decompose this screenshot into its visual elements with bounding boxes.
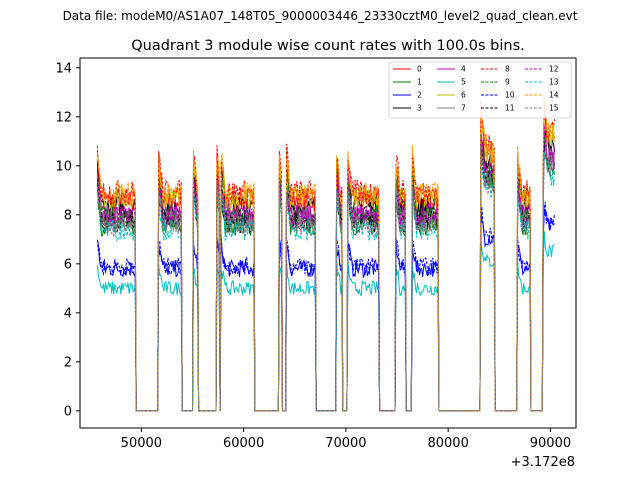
x-tick-label: 50000 — [121, 436, 162, 451]
legend-label-13: 13 — [549, 78, 559, 87]
legend-label-8: 8 — [505, 65, 510, 74]
y-tick-label: 14 — [55, 61, 72, 76]
y-tick-label: 0 — [64, 404, 72, 419]
legend-label-14: 14 — [549, 91, 559, 100]
legend-label-7: 7 — [461, 104, 466, 113]
legend-label-0: 0 — [417, 65, 422, 74]
x-offset-label: +3.172e8 — [511, 455, 575, 470]
x-tick-label: 70000 — [325, 436, 366, 451]
legend-label-6: 6 — [461, 91, 466, 100]
y-tick-label: 2 — [64, 355, 72, 370]
legend-label-4: 4 — [461, 65, 466, 74]
y-tick-label: 8 — [64, 208, 72, 223]
y-tick-label: 10 — [55, 159, 72, 174]
suptitle: Data file: modeM0/AS1A07_148T05_90000034… — [63, 9, 578, 23]
x-tick-label: 60000 — [223, 436, 264, 451]
legend-label-15: 15 — [549, 104, 559, 113]
x-tick-label: 80000 — [427, 436, 468, 451]
legend-label-2: 2 — [417, 91, 422, 100]
legend-label-3: 3 — [417, 104, 422, 113]
legend-label-12: 12 — [549, 65, 559, 74]
legend-label-9: 9 — [505, 78, 510, 87]
x-tick-label: 90000 — [530, 436, 571, 451]
series-layer — [96, 97, 555, 412]
y-tick-label: 12 — [55, 110, 72, 125]
legend-label-10: 10 — [505, 91, 515, 100]
legend-box — [388, 61, 572, 119]
legend-label-5: 5 — [461, 78, 466, 87]
chart-title: Quadrant 3 module wise count rates with … — [131, 38, 525, 54]
plot-frame — [79, 57, 577, 429]
y-tick-label: 4 — [64, 306, 72, 321]
legend-label-11: 11 — [505, 104, 515, 113]
y-tick-label: 6 — [64, 257, 72, 272]
legend-label-1: 1 — [417, 78, 422, 87]
series-line-15 — [96, 144, 555, 412]
